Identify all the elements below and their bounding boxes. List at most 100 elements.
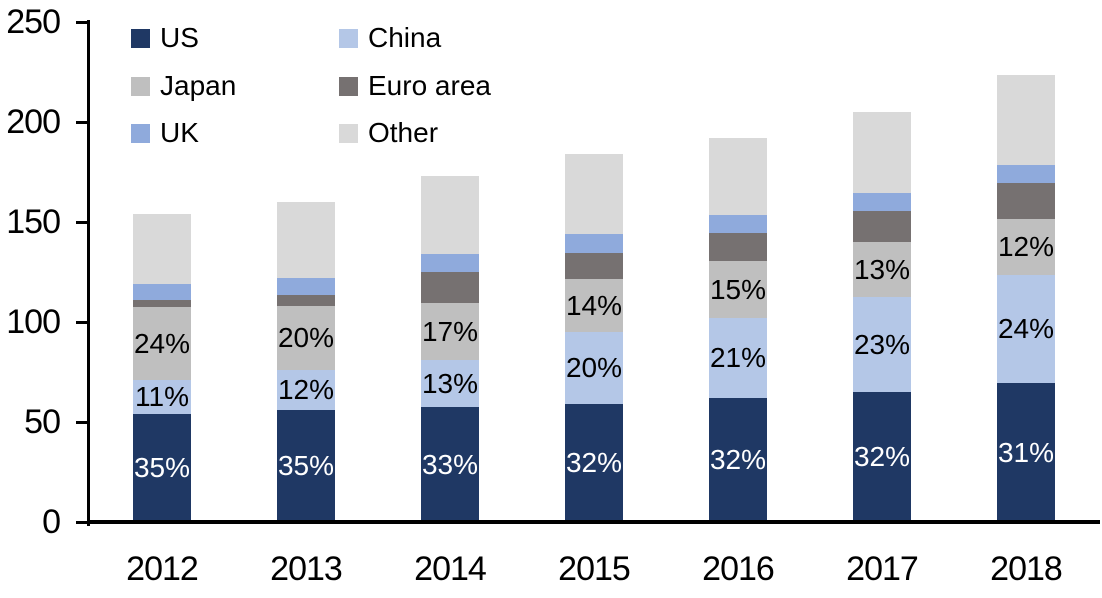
segment-label-japan-2016: 15% [709,273,767,305]
bar-segment-euro-area-2012 [133,300,191,307]
x-tick-label-2016: 2016 [702,550,775,588]
segment-label-us-2018: 31% [997,436,1055,468]
segment-label-china-2015: 20% [565,352,623,383]
legend-label-other: Other [368,117,439,148]
segment-label-china-2017: 23% [853,328,911,360]
bar-segment-japan-2016 [709,261,767,318]
segment-label-us-2016: 32% [709,444,767,475]
legend-item-euro-area: Euro area [339,71,491,101]
segment-label-japan-2013: 20% [277,322,335,353]
bar-segment-euro-area-2017 [853,211,911,242]
segment-label-us-2013: 35% [277,450,335,481]
y-tick-label-150: 150 [6,203,61,241]
bar-segment-japan-2018 [997,219,1055,275]
y-tick-label-200: 200 [6,103,61,141]
y-axis-tick-200 [76,121,88,124]
bar-segment-china-2012 [133,380,191,414]
segment-label-us-2015: 32% [565,447,623,478]
legend-item-uk: UK [131,118,199,148]
bar-segment-uk-2013 [277,278,335,295]
legend-swatch-euro-area [339,76,358,96]
segment-label-japan-2014: 17% [421,315,479,347]
bar-segment-us-2015 [565,404,623,522]
legend-label-euro-area: Euro area [368,70,491,101]
segment-label-us-2012: 35% [133,452,191,483]
legend-item-china: China [339,23,441,53]
bar-segment-japan-2014 [421,303,479,360]
bar-segment-uk-2016 [709,215,767,233]
segment-label-japan-2015: 14% [565,289,623,321]
bar-segment-uk-2017 [853,193,911,211]
bar-segment-other-2017 [853,112,911,193]
segment-label-china-2016: 21% [709,342,767,373]
bar-segment-china-2018 [997,275,1055,383]
legend-swatch-other [339,123,358,143]
bar-segment-euro-area-2013 [277,295,335,306]
bar-segment-us-2013 [277,410,335,522]
bar-segment-euro-area-2014 [421,272,479,303]
x-tick-label-2015: 2015 [558,550,631,588]
bar-segment-china-2017 [853,297,911,392]
segment-label-china-2018: 24% [997,313,1055,344]
bar-segment-uk-2014 [421,254,479,272]
x-tick-label-2014: 2014 [414,550,487,588]
segment-label-china-2014: 13% [421,367,479,399]
legend-label-uk: UK [160,117,199,148]
legend-swatch-japan [131,76,150,96]
segment-label-japan-2012: 24% [133,327,191,359]
y-axis-tick-50 [76,421,88,424]
segment-label-china-2013: 12% [277,374,335,405]
bar-segment-china-2015 [565,332,623,404]
x-axis-line [87,520,1100,524]
x-tick-label-2017: 2017 [846,550,919,588]
bar-segment-euro-area-2015 [565,253,623,279]
bar-segment-japan-2017 [853,242,911,297]
bar-segment-us-2016 [709,398,767,522]
y-tick-label-100: 100 [6,303,61,341]
segment-label-japan-2018: 12% [997,231,1055,262]
bar-segment-uk-2015 [565,234,623,253]
y-axis-tick-0 [76,521,88,524]
segment-label-japan-2017: 13% [853,253,911,285]
bar-segment-china-2013 [277,370,335,410]
bar-segment-japan-2013 [277,306,335,370]
bar-segment-other-2012 [133,214,191,284]
bar-segment-other-2015 [565,154,623,234]
bar-segment-japan-2015 [565,279,623,332]
legend-swatch-us [131,28,150,48]
bar-segment-euro-area-2016 [709,233,767,261]
x-tick-label-2013: 2013 [270,550,343,588]
segment-label-us-2014: 33% [421,448,479,480]
legend-swatch-china [339,28,358,48]
bar-segment-other-2013 [277,202,335,278]
y-tick-label-0: 0 [42,503,61,541]
bar-segment-other-2014 [421,176,479,254]
x-tick-label-2012: 2012 [126,550,199,588]
bar-segment-euro-area-2018 [997,183,1055,219]
legend-swatch-uk [131,123,150,143]
bar-segment-china-2016 [709,318,767,398]
bar-segment-uk-2018 [997,165,1055,183]
legend-label-japan: Japan [160,70,237,101]
segment-label-china-2012: 11% [135,381,189,412]
segment-label-us-2017: 32% [853,441,911,472]
legend-label-us: US [160,22,199,53]
legend-label-china: China [368,22,442,53]
y-axis-tick-150 [76,221,88,224]
bar-segment-us-2012 [133,414,191,522]
legend-item-us: US [131,23,199,53]
x-tick-label-2018: 2018 [990,550,1063,588]
y-tick-label-50: 50 [24,403,61,441]
bar-segment-other-2016 [709,138,767,215]
bar-segment-uk-2012 [133,284,191,300]
y-tick-label-250: 250 [6,3,61,41]
bar-segment-us-2014 [421,407,479,522]
bar-segment-japan-2012 [133,307,191,380]
y-axis-tick-100 [76,321,88,324]
bar-segment-other-2018 [997,75,1055,165]
y-axis-line [87,20,90,526]
y-axis-tick-250 [76,21,88,24]
bar-segment-china-2014 [421,360,479,407]
bar-segment-us-2017 [853,392,911,522]
